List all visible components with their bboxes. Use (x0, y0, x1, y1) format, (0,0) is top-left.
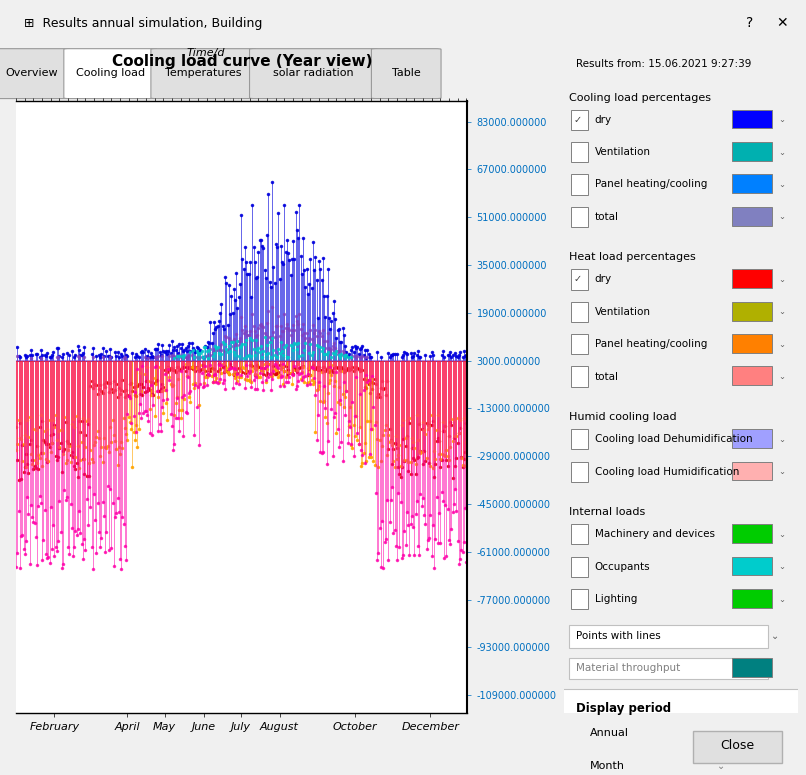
Text: Lighting: Lighting (595, 594, 637, 604)
Text: dry: dry (595, 115, 612, 125)
Bar (733, 524, 772, 543)
Bar (571, 556, 588, 577)
Bar (733, 142, 772, 160)
Text: ⌄: ⌄ (778, 594, 785, 604)
Bar (733, 334, 772, 353)
Text: total: total (595, 212, 618, 222)
Text: Points with lines: Points with lines (575, 631, 661, 641)
Text: ⌄: ⌄ (778, 115, 785, 124)
Bar (569, 659, 767, 679)
FancyBboxPatch shape (250, 49, 377, 98)
Bar (571, 109, 588, 129)
Bar (571, 429, 588, 449)
Bar (571, 461, 588, 482)
Text: Ventilation: Ventilation (595, 307, 650, 317)
Text: Temperatures: Temperatures (165, 67, 241, 78)
Text: ⌄: ⌄ (778, 180, 785, 189)
Text: ⌄: ⌄ (778, 562, 785, 571)
FancyBboxPatch shape (151, 49, 256, 98)
Text: ⌄: ⌄ (771, 631, 779, 641)
Text: ⌄: ⌄ (778, 275, 785, 284)
Bar (733, 659, 772, 677)
FancyBboxPatch shape (0, 49, 69, 98)
Circle shape (577, 728, 580, 736)
Bar (571, 142, 588, 162)
Text: Humid cooling load: Humid cooling load (569, 412, 676, 422)
Text: Panel heating/cooling: Panel heating/cooling (595, 179, 707, 189)
Text: Results from: 15.06.2021 9:27:39: Results from: 15.06.2021 9:27:39 (575, 59, 751, 69)
Bar (733, 174, 772, 193)
Bar (733, 301, 772, 321)
Text: ⌄: ⌄ (778, 147, 785, 157)
Bar (733, 367, 772, 385)
Text: ⌄: ⌄ (778, 212, 785, 221)
Text: Time/d: Time/d (186, 48, 225, 58)
Bar (733, 109, 772, 129)
Text: Cooling load percentages: Cooling load percentages (569, 93, 711, 103)
Bar (733, 429, 772, 448)
Bar (559, 689, 803, 720)
Bar (692, 731, 782, 763)
Text: Material throughput: Material throughput (575, 663, 680, 673)
Text: Ventilation: Ventilation (595, 147, 650, 157)
Text: Cooling load: Cooling load (76, 67, 145, 78)
Bar (571, 524, 588, 545)
Bar (733, 270, 772, 288)
Bar (663, 754, 779, 775)
Bar (571, 301, 588, 322)
Text: ⌄: ⌄ (778, 308, 785, 316)
Text: ⌄: ⌄ (778, 530, 785, 539)
Text: Display period: Display period (575, 702, 671, 715)
Text: Occupants: Occupants (595, 562, 650, 572)
Bar (733, 461, 772, 480)
Text: Close: Close (720, 739, 754, 753)
Bar (733, 589, 772, 608)
Text: Heat load percentages: Heat load percentages (569, 253, 696, 263)
Text: Cooling load Dehumidification: Cooling load Dehumidification (595, 434, 752, 444)
Text: dry: dry (595, 274, 612, 284)
Title: Cooling load curve (Year view): Cooling load curve (Year view) (111, 54, 372, 69)
Text: Machinery and devices: Machinery and devices (595, 529, 715, 539)
Circle shape (575, 722, 582, 742)
Text: ⌄: ⌄ (717, 761, 725, 771)
Text: solar radiation: solar radiation (273, 67, 354, 78)
Text: ✓: ✓ (574, 115, 582, 125)
Text: Cooling load Humidification: Cooling load Humidification (595, 467, 739, 477)
Text: ⌄: ⌄ (778, 467, 785, 476)
FancyBboxPatch shape (64, 49, 156, 98)
Bar (571, 589, 588, 609)
Text: total: total (595, 371, 618, 381)
Bar (733, 556, 772, 576)
Text: Annual: Annual (590, 728, 629, 738)
Text: Internal loads: Internal loads (569, 508, 645, 518)
FancyBboxPatch shape (372, 49, 441, 98)
Bar (571, 207, 588, 227)
Text: ⌄: ⌄ (778, 339, 785, 349)
Text: ✕: ✕ (776, 16, 787, 30)
Bar (571, 334, 588, 354)
Bar (571, 174, 588, 195)
Text: ✓: ✓ (574, 274, 582, 284)
Text: ?: ? (746, 16, 753, 30)
Bar (571, 270, 588, 290)
Bar (571, 367, 588, 387)
Text: Month: Month (590, 761, 625, 771)
Text: ⌄: ⌄ (778, 435, 785, 444)
Text: Table: Table (392, 67, 421, 78)
Text: ⌄: ⌄ (778, 372, 785, 381)
Text: Overview: Overview (6, 67, 58, 78)
Text: ⊞  Results annual simulation, Building: ⊞ Results annual simulation, Building (24, 17, 263, 29)
Bar (569, 625, 767, 648)
Bar (733, 207, 772, 226)
Text: Panel heating/cooling: Panel heating/cooling (595, 339, 707, 350)
